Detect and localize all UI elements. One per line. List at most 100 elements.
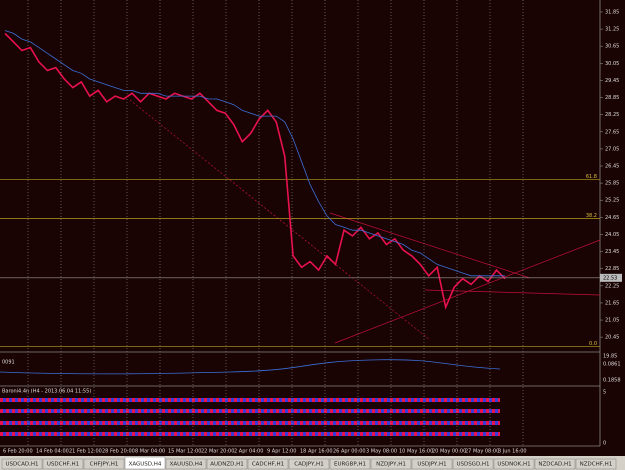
trend-lines [129, 99, 601, 344]
stripe [0, 409, 500, 413]
x-tick-label: 14 Feb 04:00 [36, 449, 69, 455]
tab[interactable]: USDCHF,H1 [42, 458, 84, 470]
trend-line [424, 289, 601, 296]
x-tick-label: 2 Apr 04:00 [234, 449, 263, 455]
trend-line [329, 212, 531, 279]
tab[interactable]: NZDCAD,H1 [534, 458, 576, 470]
tab-label[interactable]: NZDCAD,H1 [538, 462, 571, 468]
tab-label[interactable]: CHFJPY,H1 [90, 462, 119, 468]
tab[interactable]: AUDNZD,H1 [206, 458, 248, 470]
tab-box [329, 458, 371, 470]
tab-label[interactable]: USDJPY,H1 [417, 462, 446, 468]
tab-box [288, 458, 330, 470]
tab-label[interactable]: CADJPY,H1 [294, 462, 323, 468]
panel-axis-label: 5 [603, 390, 606, 396]
tab[interactable]: USDJPY,H1 [411, 458, 453, 470]
tab[interactable]: EURGBP,H1 [329, 458, 371, 470]
level-label: 38.2 [586, 213, 597, 219]
tab-box [370, 458, 412, 470]
level-label: 0.0 [589, 341, 597, 347]
tab-label[interactable]: USDSGD,H1 [456, 462, 489, 468]
x-tick-label: 26 Apr 00:00 [333, 449, 366, 455]
indicator-stripes [0, 398, 500, 436]
y-tick-label: 26.45 [605, 164, 619, 170]
y-tick-label: 21.65 [605, 300, 619, 306]
price-line [4, 30, 505, 277]
x-tick-label: 20 May 00:00 [432, 449, 466, 455]
y-tick-label: 25.25 [605, 198, 619, 204]
x-tick-label: 9 Apr 12:00 [267, 449, 296, 455]
tab-label[interactable]: CADCHF,H1 [252, 462, 284, 468]
panel-axis-label: 0.1858 [603, 378, 621, 384]
tab-box [534, 458, 576, 470]
tab-label[interactable]: NZDJPY,H1 [376, 462, 406, 468]
tab-box [206, 458, 248, 470]
tab-box [1, 458, 43, 470]
stripe [0, 398, 500, 402]
y-tick-label: 27.05 [605, 146, 619, 152]
y-tick-label: 31.85 [605, 9, 619, 15]
x-tick-label: 28 Feb 20:00 [102, 449, 135, 455]
tabs: USDCAD,H1 USDCHF,H1 CHFJPY,H1 XAGUSD,H4 XAUU… [1, 456, 617, 470]
x-tick-label: 3 Jun 16:00 [498, 449, 527, 455]
x-tick-label: 15 Mar 12:00 [168, 449, 201, 455]
tab[interactable]: XAGUSD,H4 [124, 456, 166, 470]
x-tick-label: 8 Mar 04:00 [135, 449, 165, 455]
y-tick-label: 28.85 [605, 95, 619, 101]
trend-line [129, 99, 431, 341]
x-tick-label: 10 May 16:00 [399, 449, 433, 455]
y-tick-label: 25.85 [605, 181, 619, 187]
tab[interactable]: CHFJPY,H1 [83, 458, 125, 470]
tab[interactable]: USDCAD,H1 [1, 458, 43, 470]
indicator-line [0, 359, 501, 375]
last-price-label: 22.53 [603, 275, 617, 281]
x-tick-label: 27 May 08:00 [465, 449, 499, 455]
level-label: 61.8 [586, 174, 597, 180]
tab-label[interactable]: AUDNZD,H1 [210, 462, 244, 468]
y-tick-label: 30.05 [605, 61, 619, 67]
y-tick-label: 31.25 [605, 27, 619, 33]
tab[interactable]: CADCHF,H1 [247, 458, 289, 470]
tab[interactable]: NZDCHF,H1 [575, 458, 617, 470]
y-tick-label: 22.85 [605, 266, 619, 272]
tab-label[interactable]: USDCAD,H1 [6, 462, 39, 468]
y-tick-label: 22.25 [605, 283, 619, 289]
tab-box [575, 458, 617, 470]
panel-label: 0091 [2, 360, 15, 366]
y-tick-label: 30.65 [605, 44, 619, 50]
tab-box [42, 458, 84, 470]
tab-box [247, 458, 289, 470]
x-tick-label: 3 May 08:00 [366, 449, 397, 455]
tab-label[interactable]: XAUUSD,H4 [170, 462, 203, 468]
tab-box [452, 458, 494, 470]
tab-label[interactable]: USDCHF,H1 [47, 462, 79, 468]
y-tick-label: 24.05 [605, 232, 619, 238]
tab-box [83, 458, 125, 470]
y-tick-label: 21.05 [605, 318, 619, 324]
tab[interactable]: CADJPY,H1 [288, 458, 330, 470]
tab-label[interactable]: XAGUSD,H4 [129, 462, 162, 468]
stripe [0, 432, 500, 436]
panel-label: Baroni4.4n (H4 - 2013.06.04 11:55) [2, 389, 91, 395]
tab[interactable]: NZDJPY,H1 [370, 458, 412, 470]
x-tick-label: 6 Feb 20:00 [3, 449, 33, 455]
tab-label[interactable]: USDNOK,H1 [497, 462, 530, 468]
y-tick-label: 24.65 [605, 215, 619, 221]
y-tick-label: 28.25 [605, 112, 619, 118]
tab[interactable]: XAUUSD,H4 [165, 458, 207, 470]
price-line [4, 32, 506, 310]
y-tick-label: 27.65 [605, 129, 619, 135]
tab[interactable]: USDSGD,H1 [452, 458, 494, 470]
panel-axis-label: 0.0861 [603, 362, 621, 368]
tab-box [411, 458, 453, 470]
tab-box [493, 458, 535, 470]
y-tick-label: 23.45 [605, 249, 619, 255]
panel-axis-label: 19.85 [603, 354, 617, 360]
last-price-box [600, 273, 622, 282]
tab-label[interactable]: EURGBP,H1 [334, 462, 366, 468]
tab[interactable]: USDNOK,H1 [493, 458, 535, 470]
tab-label[interactable]: NZDCHF,H1 [580, 462, 613, 468]
x-tick-label: 18 Apr 16:00 [300, 449, 333, 455]
